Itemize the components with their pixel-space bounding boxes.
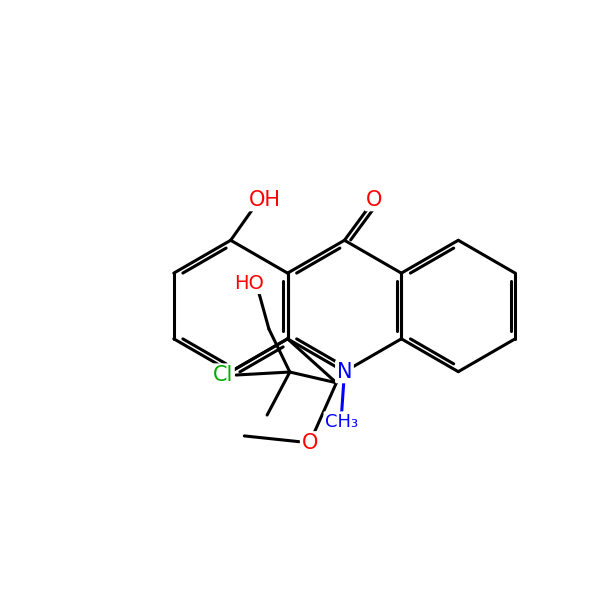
Text: HO: HO <box>234 274 264 293</box>
Text: Cl: Cl <box>213 365 233 385</box>
Text: O: O <box>366 190 383 209</box>
Text: CH₃: CH₃ <box>325 413 358 431</box>
Text: OH: OH <box>250 190 281 209</box>
Text: N: N <box>337 362 352 382</box>
Text: O: O <box>301 433 318 453</box>
